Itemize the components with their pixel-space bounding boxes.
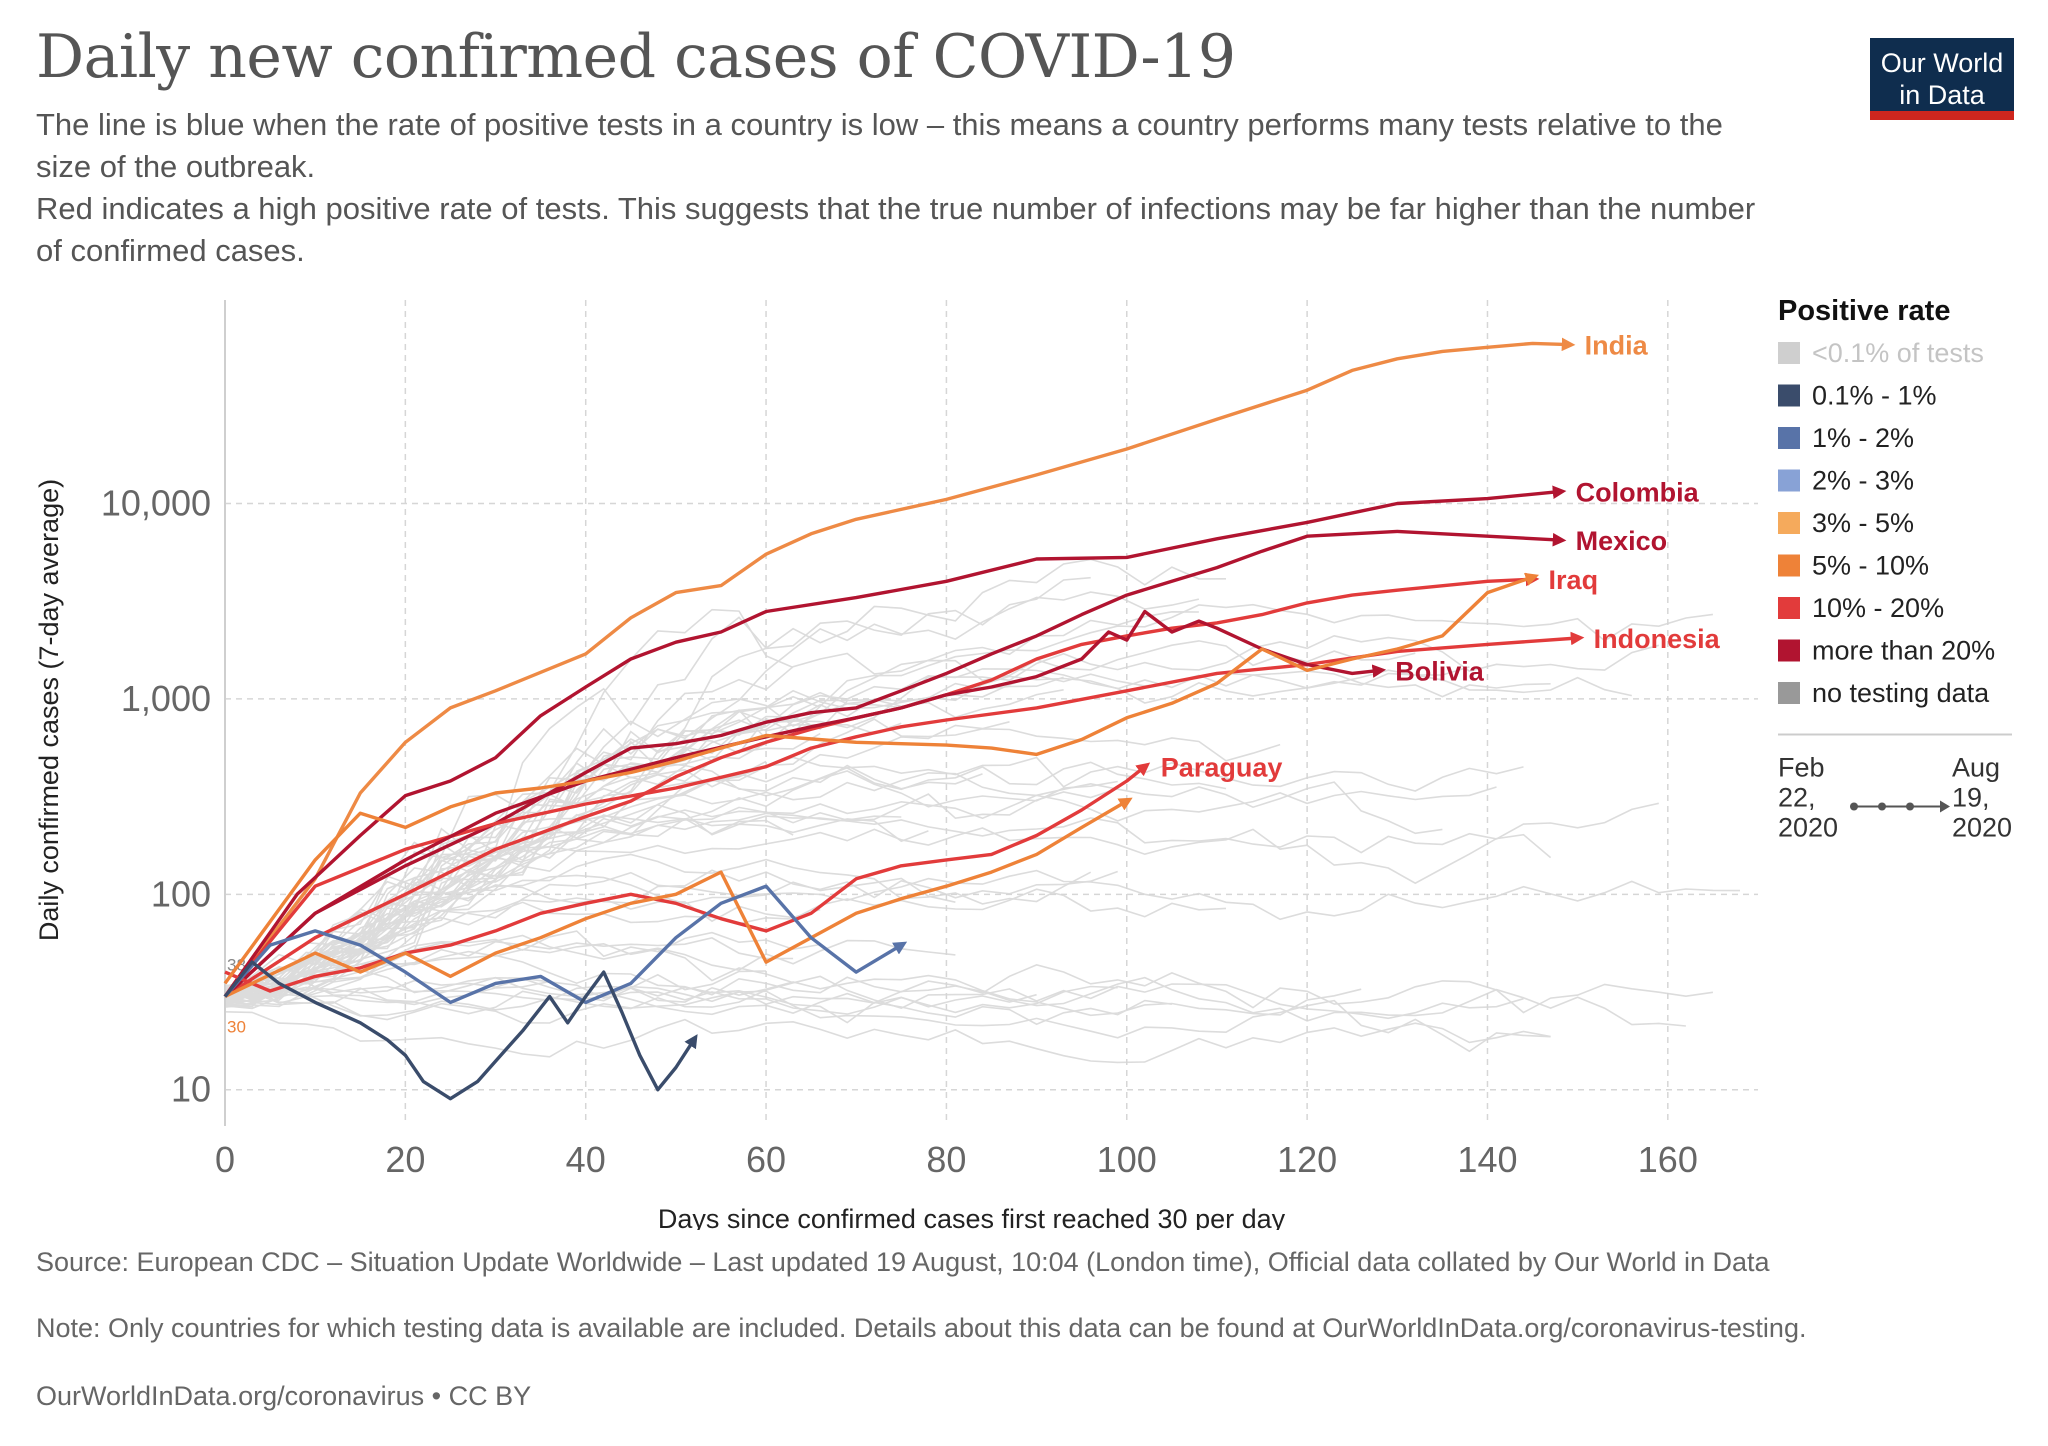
legend-label: 3% - 5% — [1812, 508, 1914, 538]
x-tick-label: 100 — [1097, 1139, 1157, 1180]
legend-swatch — [1778, 342, 1800, 364]
footer-source: Source: European CDC – Situation Update … — [36, 1247, 1770, 1277]
legend-label: <0.1% of tests — [1812, 338, 1984, 368]
legend-swatch — [1778, 512, 1800, 534]
logo-line-1: Our World — [1880, 48, 2004, 78]
legend-swatch — [1778, 469, 1800, 492]
x-tick-label: 20 — [385, 1139, 425, 1180]
footer-note: Note: Only countries for which testing d… — [36, 1313, 1807, 1343]
time-start-label: 2020 — [1778, 813, 1838, 843]
series-group: India Colombia Mexico Iraq Indonesia Bolivia P… — [223, 331, 1721, 1101]
legend-label: 0.1% - 1% — [1812, 381, 1937, 411]
series-label-colombia: Colombia — [1576, 478, 1700, 508]
x-tick-label: 120 — [1277, 1139, 1337, 1180]
series-line — [223, 572, 1540, 985]
y-axis-label: Daily confirmed cases (7-day average) — [34, 479, 64, 941]
logo-line-2: in Data — [1899, 80, 1985, 110]
legend: Positive rate <0.1% of tests 0.1% - 1% 1% -… — [1778, 295, 2012, 843]
background-line — [224, 700, 848, 991]
legend-label: 1% - 2% — [1812, 423, 1914, 453]
series-line-india — [223, 337, 1576, 998]
background-line — [224, 934, 956, 1004]
y-tick-label: 10 — [171, 1069, 211, 1110]
time-end-label: 2020 — [1952, 813, 2012, 843]
series-label-bolivia: Bolivia — [1395, 656, 1485, 686]
legend-label: 2% - 3% — [1812, 466, 1914, 496]
series-label-indonesia: Indonesia — [1594, 624, 1721, 654]
x-tick-label: 160 — [1638, 1139, 1698, 1180]
series-label-iraq: Iraq — [1549, 565, 1599, 595]
time-slider-arrow — [1940, 800, 1950, 813]
time-slider-dot — [1878, 802, 1886, 811]
x-tick-label: 0 — [215, 1139, 235, 1180]
background-line — [224, 803, 929, 1002]
start-label-30: 30 — [227, 1017, 246, 1036]
time-slider-dot — [1906, 802, 1914, 811]
x-tick-label: 40 — [566, 1139, 606, 1180]
background-line — [224, 603, 1714, 997]
legend-swatch — [1778, 639, 1800, 662]
y-tick-label: 1,000 — [121, 678, 211, 719]
series-line-bolivia — [223, 609, 1387, 998]
footer-url[interactable]: OurWorldInData.org/coronavirus • CC BY — [36, 1381, 532, 1411]
axes: 0 20 40 60 80 100 120 140 160 10 100 1,000 10,000 Day… — [34, 300, 1698, 1230]
time-end-label: 19, — [1952, 783, 1990, 813]
time-end-label: Aug — [1952, 753, 2000, 783]
background-line — [224, 1011, 1551, 1064]
background-line — [224, 988, 1551, 1053]
series-line-indonesia — [223, 631, 1585, 998]
legend-label: no testing data — [1812, 678, 1990, 708]
x-tick-label: 140 — [1457, 1139, 1517, 1180]
legend-swatch — [1778, 597, 1800, 619]
background-line — [224, 608, 794, 994]
series-line — [223, 960, 698, 1101]
background-line — [224, 689, 1064, 1006]
time-start-label: 22, — [1778, 783, 1816, 813]
legend-label: 10% - 20% — [1812, 593, 1944, 623]
legend-label: 5% - 10% — [1812, 551, 1929, 581]
background-line — [224, 969, 1118, 1015]
series-line-colombia — [223, 485, 1567, 998]
background-line — [224, 721, 1010, 1000]
background-line — [224, 869, 1118, 1010]
chart-title: Daily new confirmed cases of COVID-19 — [36, 22, 1236, 92]
background-line — [224, 937, 794, 1008]
background-line — [224, 591, 1200, 998]
line-chart: 0 20 40 60 80 100 120 140 160 10 100 1,000 10,000 Day… — [34, 295, 2012, 1230]
legend-title: Positive rate — [1778, 295, 1950, 327]
background-line — [224, 954, 1714, 1014]
series-line-mexico — [223, 529, 1567, 998]
y-tick-label: 10,000 — [101, 482, 211, 523]
legend-swatch — [1778, 384, 1800, 407]
series-label-mexico: Mexico — [1576, 526, 1668, 556]
series-label-india: India — [1585, 331, 1649, 361]
chart-subtitle-1: The line is blue when the rate of positi… — [36, 107, 1723, 184]
legend-swatch — [1778, 427, 1800, 449]
legend-label: more than 20% — [1812, 636, 1995, 666]
x-tick-label: 60 — [746, 1139, 786, 1180]
series-line — [224, 797, 1133, 999]
time-slider-dot — [1850, 802, 1858, 811]
owid-logo[interactable]: Our World in Data — [1870, 38, 2014, 120]
legend-swatch — [1778, 682, 1800, 704]
background-line — [224, 802, 1659, 989]
x-tick-label: 80 — [926, 1139, 966, 1180]
background-country-lines — [224, 558, 1741, 1064]
chart-subtitle-2: Red indicates a high positive rate of te… — [36, 191, 1756, 268]
background-line — [224, 869, 1741, 989]
x-axis-label: Days since confirmed cases first reached… — [658, 1204, 1286, 1230]
series-line — [223, 884, 908, 1005]
series-label-paraguay: Paraguay — [1161, 753, 1283, 783]
time-start-label: Feb — [1778, 753, 1825, 783]
legend-swatch — [1778, 554, 1800, 577]
y-tick-label: 100 — [151, 873, 211, 914]
